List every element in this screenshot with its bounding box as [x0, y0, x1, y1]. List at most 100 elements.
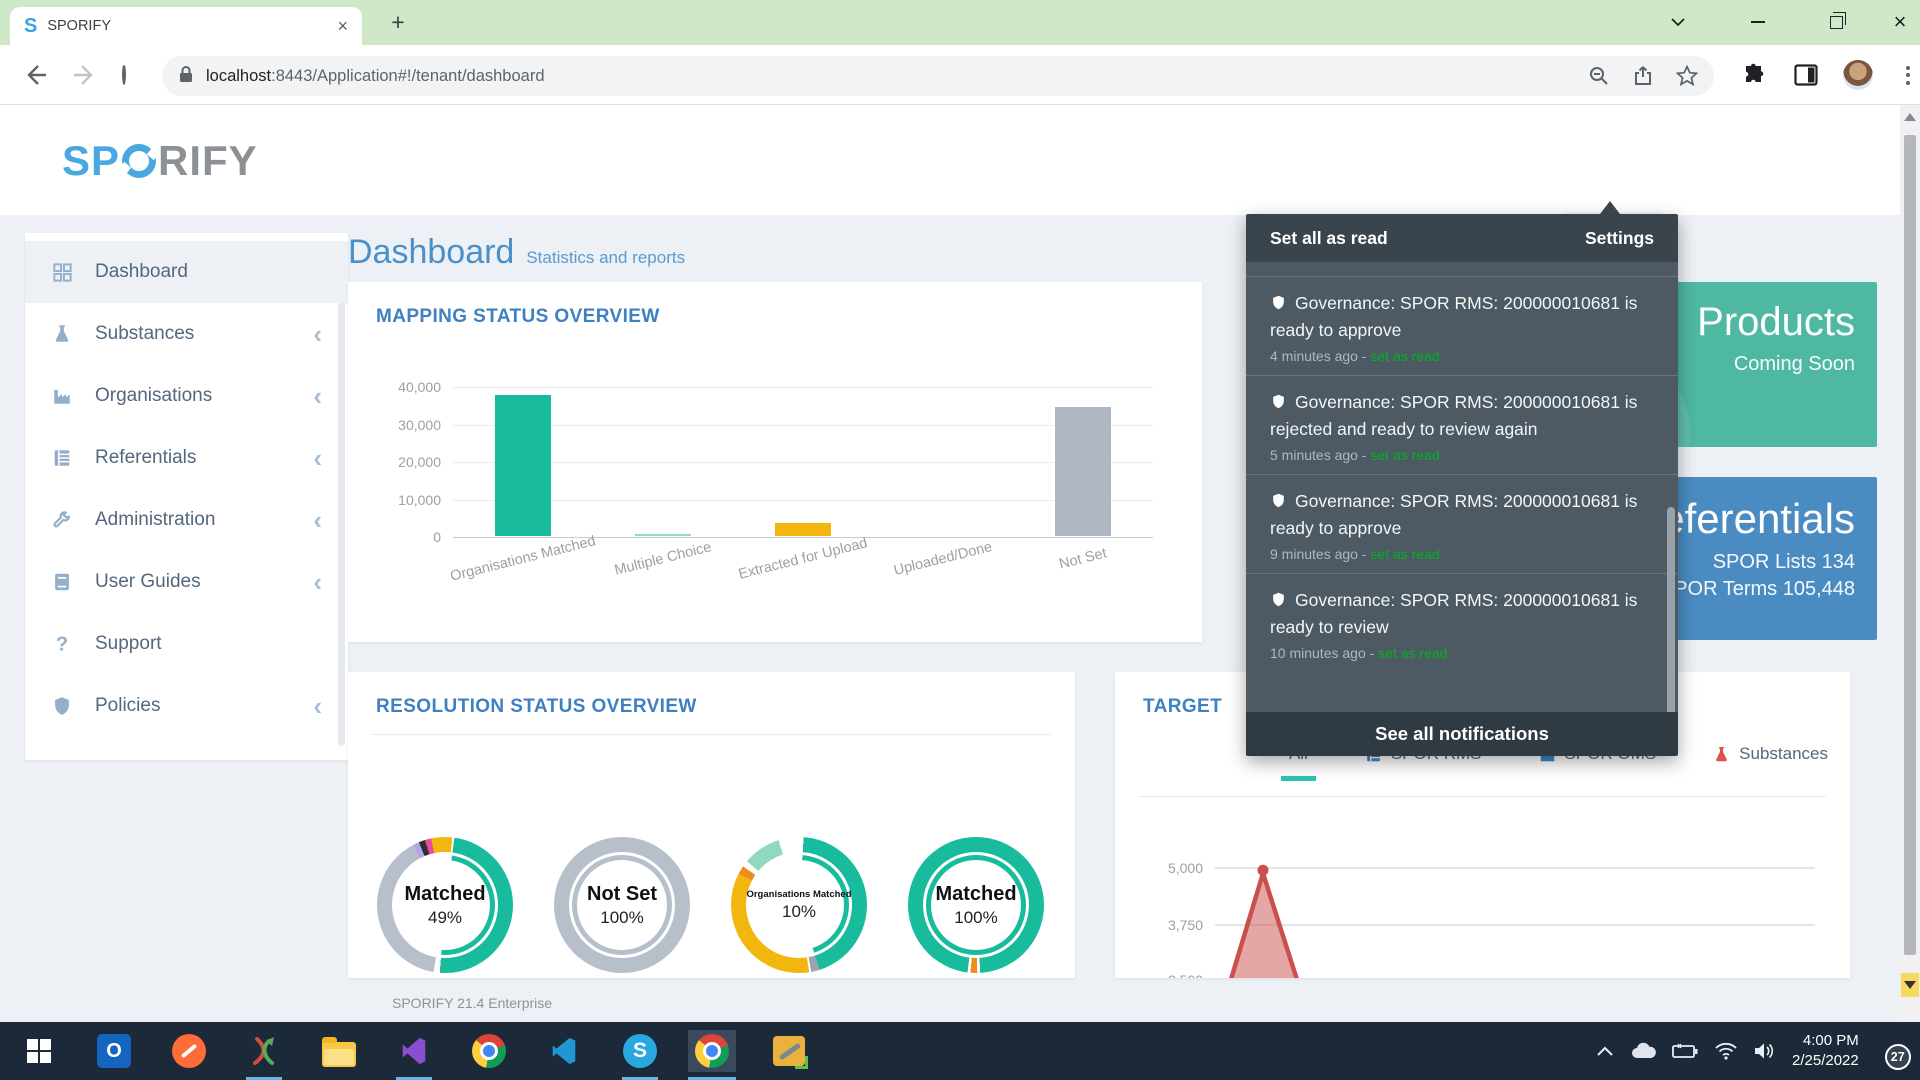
- visual-studio-icon[interactable]: [392, 1030, 436, 1072]
- notification-item[interactable]: Governance: SPOR RMS: 200000010681 is re…: [1246, 375, 1678, 474]
- donut-chart-organisations-matched: Organisations Matched 10%: [731, 837, 867, 973]
- set-as-read-link[interactable]: set as read: [1370, 546, 1440, 562]
- y-axis-tick-label: 20,000: [398, 454, 441, 470]
- scrollbar-down-marker[interactable]: [1901, 973, 1919, 997]
- flask-icon: [1712, 745, 1731, 764]
- lock-icon: [178, 65, 194, 88]
- sidebar-item-policies[interactable]: Policies ‹: [25, 675, 348, 737]
- postman-icon[interactable]: [167, 1030, 211, 1072]
- wrench-icon: [51, 509, 77, 531]
- set-all-as-read-button[interactable]: Set all as read: [1270, 227, 1388, 248]
- y-axis-tick-label: 10,000: [398, 491, 441, 508]
- vscode-icon[interactable]: [542, 1030, 586, 1072]
- running-indicator: [246, 1077, 282, 1080]
- logo-text-left: SP: [62, 137, 121, 184]
- bar-extracted-for-upload: [775, 523, 831, 536]
- notification-title: Governance: SPOR RMS: 200000010681 is re…: [1270, 590, 1638, 637]
- sidebar-scrollbar[interactable]: [338, 241, 345, 746]
- window-restore-button[interactable]: [1820, 8, 1852, 36]
- bookmark-star-icon[interactable]: [1676, 65, 1698, 87]
- taskbar-clock[interactable]: 4:00 PM 2/25/2022: [1792, 1031, 1859, 1071]
- wifi-icon[interactable]: [1714, 1042, 1738, 1060]
- back-icon[interactable]: [22, 62, 48, 88]
- notification-item[interactable]: Governance: SPOR RMS: 200000010681 is re…: [1246, 474, 1678, 573]
- target-tab-substances[interactable]: Substances: [1712, 744, 1828, 764]
- tray-chevron-icon[interactable]: [1596, 1045, 1614, 1057]
- sidebar-item-label: User Guides: [95, 571, 201, 592]
- side-panel-icon[interactable]: [1790, 59, 1822, 91]
- y-axis-tick-label: 0: [433, 529, 441, 545]
- zoom-out-icon[interactable]: [1588, 65, 1610, 87]
- start-button[interactable]: [17, 1030, 61, 1072]
- git-branches-icon[interactable]: [242, 1030, 286, 1072]
- sidebar-item-label: Substances: [95, 323, 195, 344]
- skype-icon[interactable]: S: [618, 1030, 662, 1072]
- extensions-puzzle-icon[interactable]: [1738, 59, 1770, 91]
- battery-icon[interactable]: [1672, 1043, 1698, 1059]
- sidebar-item-support[interactable]: ? Support: [25, 613, 348, 675]
- window-minimize-button[interactable]: [1742, 8, 1774, 36]
- forward-icon[interactable]: [72, 62, 98, 88]
- chrome-icon[interactable]: [467, 1030, 511, 1072]
- set-as-read-link[interactable]: set as read: [1370, 348, 1440, 364]
- outlook-icon[interactable]: O: [92, 1030, 136, 1072]
- shield-icon: [51, 695, 77, 717]
- sidebar-item-dashboard[interactable]: Dashboard: [25, 241, 348, 303]
- set-as-read-link[interactable]: set as read: [1370, 447, 1440, 463]
- sidebar-item-label: Support: [95, 633, 162, 654]
- mapping-panel-title: MAPPING STATUS OVERVIEW: [376, 306, 660, 327]
- chrome-active-icon[interactable]: [688, 1030, 736, 1072]
- window-close-button[interactable]: ×: [1893, 9, 1907, 34]
- sidebar-item-administration[interactable]: Administration ‹: [25, 489, 348, 551]
- target-tab-label: Substances: [1739, 744, 1828, 763]
- onedrive-icon[interactable]: [1630, 1042, 1656, 1060]
- window-chevron-icon[interactable]: [1662, 8, 1694, 36]
- sidebar-item-organisations[interactable]: Organisations ‹: [25, 365, 348, 427]
- tab-title: SPORIFY: [47, 18, 111, 34]
- address-bar[interactable]: localhost:8443/Application#!/tenant/dash…: [162, 56, 1714, 96]
- scrollbar-up-arrow[interactable]: [1904, 113, 1916, 121]
- gridline: [453, 424, 1153, 426]
- running-indicator: [688, 1077, 736, 1080]
- sidebar-item-referentials[interactable]: Referentials ‹: [25, 427, 348, 489]
- notification-settings-button[interactable]: Settings: [1584, 227, 1654, 248]
- notification-item[interactable]: Governance: SPOR RMS: 200000010681 is re…: [1246, 276, 1678, 375]
- browser-tab[interactable]: S SPORIFY ×: [10, 7, 362, 45]
- shield-icon: [1270, 392, 1295, 412]
- browser-profile-avatar[interactable]: [1842, 59, 1874, 91]
- referentials-spor-lists: SPOR Lists 134: [1712, 551, 1855, 573]
- scrollbar-thumb[interactable]: [1904, 135, 1916, 955]
- running-indicator: [622, 1077, 658, 1080]
- volume-icon[interactable]: [1754, 1042, 1776, 1060]
- sidebar-item-label: Organisations: [95, 385, 213, 406]
- share-icon[interactable]: [1632, 65, 1654, 87]
- shield-icon: [1270, 491, 1295, 511]
- donut-label: Matched: [935, 882, 1017, 905]
- set-as-read-link[interactable]: set as read: [1378, 645, 1448, 661]
- y-axis-tick-label: 5,000: [1167, 860, 1203, 876]
- browser-menu-kebab-icon[interactable]: [1892, 59, 1920, 91]
- file-explorer-icon[interactable]: [317, 1030, 361, 1072]
- resolution-panel-title: RESOLUTION STATUS OVERVIEW: [376, 696, 697, 717]
- notification-item[interactable]: Governance: SPOR RMS: 200000010681 is re…: [1246, 573, 1678, 672]
- logo-sync-icon: [122, 144, 157, 178]
- browser-toolbar: localhost:8443/Application#!/tenant/dash…: [0, 45, 1920, 105]
- new-tab-button[interactable]: +: [391, 9, 405, 35]
- action-center-badge: 27: [1884, 1044, 1911, 1070]
- page-scrollbar[interactable]: [1900, 105, 1920, 1022]
- sidebar-item-user-guides[interactable]: User Guides ‹: [25, 551, 348, 613]
- sidebar-item-substances[interactable]: Substances ‹: [25, 303, 348, 365]
- svg-text:?: ?: [56, 633, 68, 655]
- notifications-scrollbar[interactable]: [1667, 507, 1675, 712]
- y-axis-tick-label: 30,000: [398, 416, 441, 433]
- action-center-icon[interactable]: 27: [1872, 1038, 1911, 1070]
- resolution-status-panel: RESOLUTION STATUS OVERVIEW Matched 49% Not…: [348, 672, 1075, 978]
- target-area-chart: [1215, 864, 1815, 978]
- tab-close-icon[interactable]: ×: [337, 15, 348, 36]
- page-title-text: Dashboard: [348, 233, 515, 271]
- reload-icon[interactable]: [122, 64, 148, 92]
- donut-chart-matched: Matched 49%: [377, 837, 513, 973]
- ssms-tool-icon[interactable]: [767, 1030, 811, 1072]
- see-all-notifications-button[interactable]: See all notifications: [1246, 712, 1678, 756]
- products-card-subtitle: Coming Soon: [1733, 353, 1855, 375]
